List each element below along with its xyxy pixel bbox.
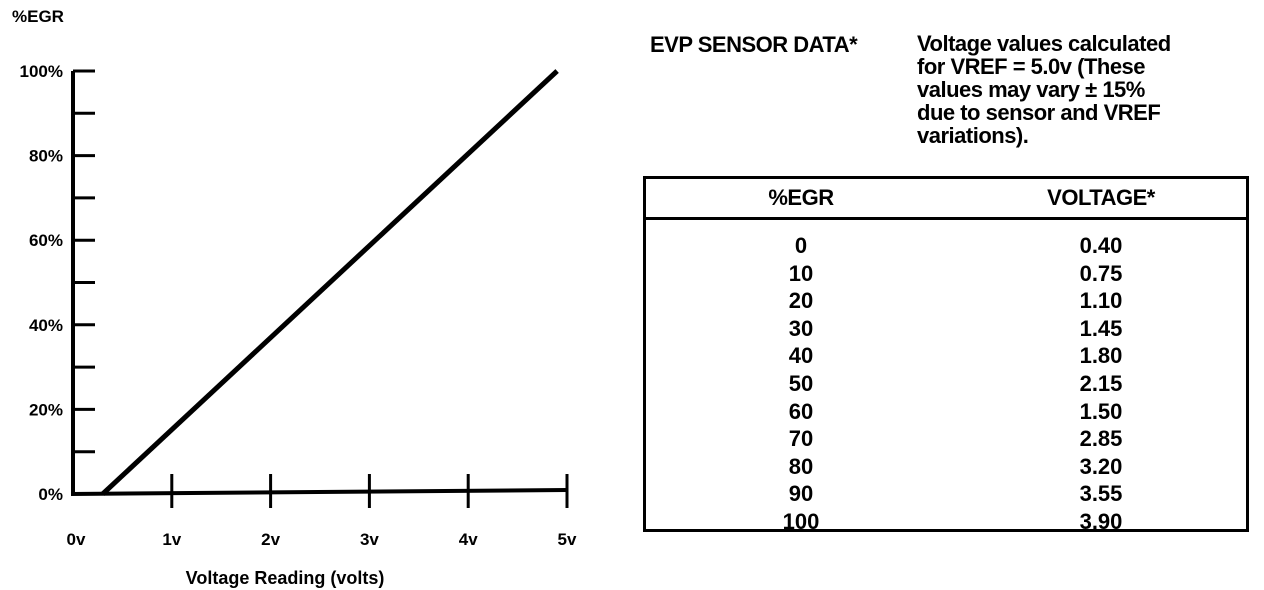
egr-cell: 40	[788, 343, 814, 369]
voltage-cell: 3.55	[1079, 481, 1123, 507]
table-row: 10 0.75	[646, 260, 1246, 288]
x-axis-label: Voltage Reading (volts)	[186, 568, 385, 588]
voltage-cell: 2.85	[1079, 426, 1123, 452]
voltage-cell: 0.40	[1079, 233, 1123, 258]
table-row: 70 2.85	[646, 425, 1246, 453]
x-tick-label: 5v	[558, 530, 577, 549]
voltage-cell: 1.10	[1079, 288, 1123, 314]
egr-voltage-chart: %EGR Voltage Reading (volts) 0v 1v 2v 3v 4v 5…	[12, 7, 577, 588]
y-tick-label: 80%	[29, 147, 63, 166]
voltage-cell: 0.75	[1079, 260, 1123, 286]
y-tick-label: 60%	[29, 231, 63, 250]
egr-cell: 60	[788, 398, 814, 424]
x-tick-label: 2v	[261, 530, 280, 549]
egr-cell: 80	[788, 453, 814, 479]
table-row: 40 1.80	[646, 342, 1246, 370]
egr-cell: 70	[788, 426, 814, 452]
y-tick-label: 40%	[29, 316, 63, 335]
egr-cell: 0	[794, 233, 808, 258]
header-voltage: VOLTAGE*	[1047, 185, 1155, 210]
table-row: 80 3.20	[646, 453, 1246, 481]
voltage-cell: 1.80	[1079, 343, 1123, 369]
sensor-data-title: EVP SENSOR DATA*	[650, 32, 858, 57]
x-axis	[70, 488, 568, 496]
voltage-cell: 1.50	[1079, 398, 1123, 424]
table-body: 0 0.40 10 0.75 20 1.10 30 1.45 40 1.80 50 2.15 60 1.5…	[646, 220, 1246, 536]
voltage-cell: 2.15	[1079, 370, 1123, 396]
table-row: 50 2.15	[646, 370, 1246, 398]
egr-cell: 30	[788, 315, 814, 341]
egr-cell: 20	[788, 288, 814, 314]
table-row: 100 3.90	[646, 508, 1246, 536]
sensor-data-table: %EGR VOLTAGE* 0 0.40 10 0.75 20 1.10 30 1.45 40 1…	[643, 176, 1249, 534]
table-row: 30 1.45	[646, 315, 1246, 343]
table-row: 0 0.40	[646, 232, 1246, 260]
table-header: %EGR VOLTAGE*	[646, 179, 1246, 220]
y-tick-label: 20%	[29, 400, 63, 419]
header-egr: %EGR	[768, 185, 834, 210]
voltage-cell: 1.45	[1079, 315, 1123, 341]
x-tick-label: 3v	[360, 530, 379, 549]
x-tick-label: 0v	[67, 530, 86, 549]
egr-voltage-line	[100, 69, 559, 496]
voltage-cell: 3.20	[1079, 453, 1123, 479]
egr-cell: 50	[788, 370, 814, 396]
x-tick-label: 4v	[459, 530, 478, 549]
table-row: 90 3.55	[646, 480, 1246, 508]
voltage-cell: 3.90	[1079, 508, 1123, 534]
egr-cell: 10	[788, 260, 814, 286]
x-tick-label: 1v	[162, 530, 181, 549]
table-row: 60 1.50	[646, 398, 1246, 426]
egr-cell: 90	[788, 481, 814, 507]
sensor-data-note: Voltage values calculated for VREF = 5.0…	[917, 31, 1171, 148]
egr-cell: 100	[782, 508, 820, 534]
y-axis-label: %EGR	[12, 7, 64, 26]
y-tick-label: 100%	[20, 62, 63, 81]
y-tick-label: 0%	[38, 485, 63, 504]
table-row: 20 1.10	[646, 287, 1246, 315]
